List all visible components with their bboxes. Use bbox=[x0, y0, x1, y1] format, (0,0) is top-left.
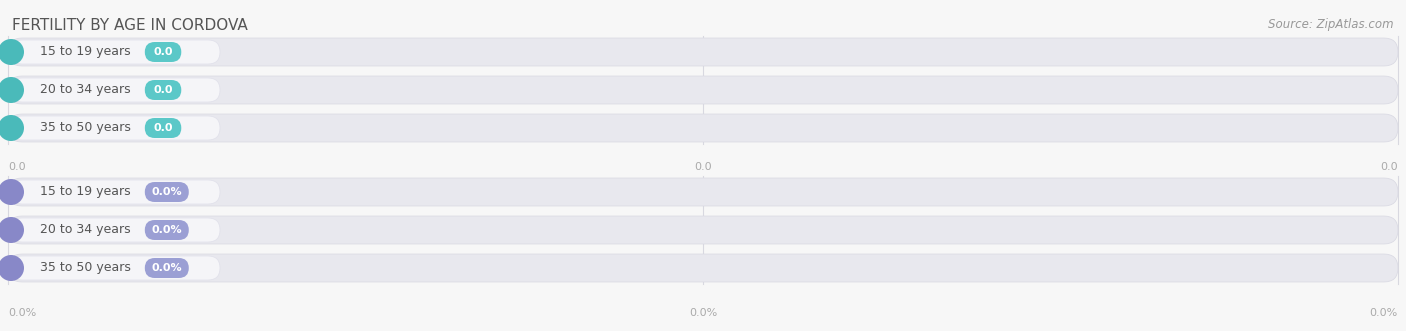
Text: 15 to 19 years: 15 to 19 years bbox=[39, 45, 131, 59]
Circle shape bbox=[0, 255, 24, 281]
Text: 35 to 50 years: 35 to 50 years bbox=[39, 121, 131, 134]
FancyBboxPatch shape bbox=[145, 182, 188, 202]
FancyBboxPatch shape bbox=[145, 220, 188, 240]
Text: 20 to 34 years: 20 to 34 years bbox=[39, 223, 131, 237]
Text: 0.0: 0.0 bbox=[153, 47, 173, 57]
FancyBboxPatch shape bbox=[145, 258, 188, 278]
Circle shape bbox=[0, 217, 24, 243]
Text: FERTILITY BY AGE IN CORDOVA: FERTILITY BY AGE IN CORDOVA bbox=[13, 18, 247, 33]
Text: 0.0%: 0.0% bbox=[152, 225, 183, 235]
Circle shape bbox=[0, 115, 24, 141]
Text: 0.0%: 0.0% bbox=[689, 308, 717, 318]
Text: 0.0%: 0.0% bbox=[152, 187, 183, 197]
FancyBboxPatch shape bbox=[8, 216, 1398, 244]
FancyBboxPatch shape bbox=[10, 256, 219, 280]
FancyBboxPatch shape bbox=[8, 76, 1398, 104]
Text: 0.0: 0.0 bbox=[153, 123, 173, 133]
FancyBboxPatch shape bbox=[145, 80, 181, 100]
FancyBboxPatch shape bbox=[145, 42, 181, 62]
Text: 0.0: 0.0 bbox=[1381, 162, 1398, 172]
Circle shape bbox=[0, 179, 24, 205]
FancyBboxPatch shape bbox=[8, 38, 1398, 66]
FancyBboxPatch shape bbox=[10, 116, 219, 140]
FancyBboxPatch shape bbox=[8, 178, 1398, 206]
Text: 0.0: 0.0 bbox=[8, 162, 25, 172]
FancyBboxPatch shape bbox=[10, 218, 219, 242]
Text: 0.0%: 0.0% bbox=[1369, 308, 1398, 318]
FancyBboxPatch shape bbox=[10, 180, 219, 204]
Circle shape bbox=[0, 39, 24, 65]
FancyBboxPatch shape bbox=[145, 118, 181, 138]
Text: 15 to 19 years: 15 to 19 years bbox=[39, 185, 131, 199]
Text: Source: ZipAtlas.com: Source: ZipAtlas.com bbox=[1268, 18, 1393, 31]
Text: 0.0%: 0.0% bbox=[152, 263, 183, 273]
FancyBboxPatch shape bbox=[8, 114, 1398, 142]
Text: 0.0: 0.0 bbox=[695, 162, 711, 172]
Text: 35 to 50 years: 35 to 50 years bbox=[39, 261, 131, 274]
Circle shape bbox=[0, 77, 24, 103]
FancyBboxPatch shape bbox=[10, 78, 219, 102]
Text: 0.0: 0.0 bbox=[153, 85, 173, 95]
Text: 20 to 34 years: 20 to 34 years bbox=[39, 83, 131, 97]
FancyBboxPatch shape bbox=[10, 40, 219, 64]
Text: 0.0%: 0.0% bbox=[8, 308, 37, 318]
FancyBboxPatch shape bbox=[8, 254, 1398, 282]
